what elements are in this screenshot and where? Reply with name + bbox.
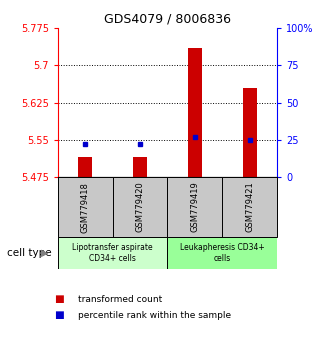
Bar bbox=[58, 237, 168, 269]
Text: ▶: ▶ bbox=[41, 248, 48, 258]
Text: GSM779418: GSM779418 bbox=[81, 182, 90, 233]
Text: Leukapheresis CD34+
cells: Leukapheresis CD34+ cells bbox=[180, 243, 265, 263]
Title: GDS4079 / 8006836: GDS4079 / 8006836 bbox=[104, 13, 231, 26]
Bar bbox=[78, 157, 92, 177]
Text: percentile rank within the sample: percentile rank within the sample bbox=[78, 310, 231, 320]
Text: GSM779421: GSM779421 bbox=[245, 182, 254, 233]
Text: ■: ■ bbox=[54, 310, 64, 320]
Bar bbox=[113, 177, 168, 237]
Text: cell type: cell type bbox=[7, 248, 51, 258]
Bar bbox=[168, 177, 222, 237]
Text: ■: ■ bbox=[54, 294, 64, 304]
Bar bbox=[222, 177, 277, 237]
Text: Lipotransfer aspirate
CD34+ cells: Lipotransfer aspirate CD34+ cells bbox=[72, 243, 153, 263]
Text: transformed count: transformed count bbox=[78, 295, 162, 304]
Bar bbox=[58, 177, 113, 237]
Text: GSM779420: GSM779420 bbox=[136, 182, 145, 233]
Bar bbox=[188, 48, 202, 177]
Bar bbox=[243, 88, 257, 177]
Text: GSM779419: GSM779419 bbox=[190, 182, 199, 233]
Bar bbox=[168, 237, 277, 269]
Bar bbox=[133, 157, 147, 177]
